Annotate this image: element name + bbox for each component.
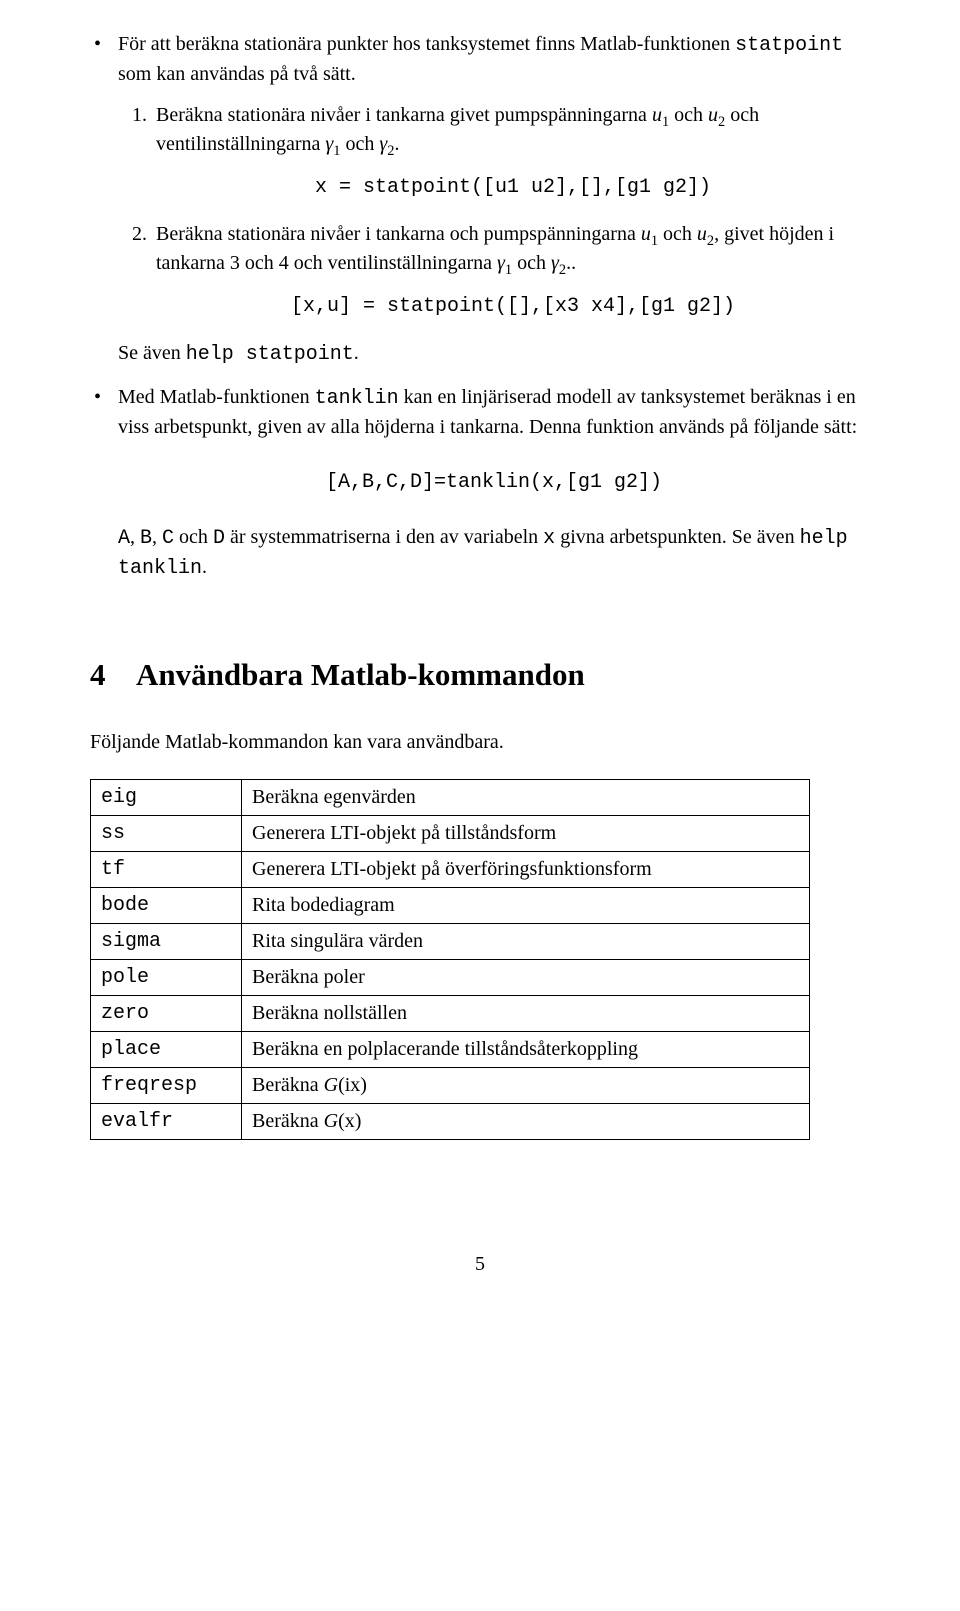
text: Med Matlab-funktionen — [118, 386, 315, 408]
section-title: Användbara Matlab-kommandon — [136, 657, 585, 692]
math-sub: 1 — [651, 233, 658, 249]
bullet-list: För att beräkna stationära punkter hos t… — [90, 30, 870, 583]
text: (x) — [338, 1110, 361, 1132]
code-inline: statpoint — [735, 34, 843, 57]
code-inline: D — [213, 527, 225, 550]
text: . — [202, 556, 207, 578]
intro-text: Följande Matlab-kommandon kan vara använ… — [90, 728, 870, 757]
desc-cell: Beräkna G(x) — [242, 1103, 810, 1139]
desc-cell: Generera LTI-objekt på tillståndsform — [242, 815, 810, 851]
table-row: bode Rita bodediagram — [91, 887, 810, 923]
text: är systemmatriserna i den av variabeln — [225, 526, 543, 548]
cmd-cell: eig — [91, 779, 242, 815]
text: .. — [566, 252, 576, 274]
cmd-cell: tf — [91, 851, 242, 887]
text: Beräkna stationära nivåer i tankarna och… — [156, 223, 641, 245]
text: som kan användas på två sätt. — [118, 63, 356, 85]
code-inline: help statpoint — [186, 343, 354, 366]
code-inline: tanklin — [315, 387, 399, 410]
cmd-cell: sigma — [91, 923, 242, 959]
table-row: sigma Rita singulära värden — [91, 923, 810, 959]
text: . — [354, 342, 359, 364]
code-inline: C — [162, 527, 174, 550]
cmd-cell: pole — [91, 959, 242, 995]
code-block: [A,B,C,D]=tanklin(x,[g1 g2]) — [118, 468, 870, 497]
cmd-cell: zero — [91, 995, 242, 1031]
math-var: u — [697, 223, 707, 245]
math-var: G — [324, 1074, 338, 1096]
bullet-item-tanklin: Med Matlab-funktionen tanklin kan en lin… — [90, 383, 870, 583]
table-row: zero Beräkna nollställen — [91, 995, 810, 1031]
table-row: tf Generera LTI-objekt på överföringsfun… — [91, 851, 810, 887]
code-inline: A — [118, 527, 130, 550]
list-item: Beräkna stationära nivåer i tankarna giv… — [152, 101, 870, 202]
text: (ix) — [338, 1074, 367, 1096]
math-var: γ — [497, 252, 505, 274]
text: , — [152, 526, 162, 548]
code-inline: B — [140, 527, 152, 550]
cmd-cell: place — [91, 1031, 242, 1067]
math-sub: 2 — [559, 262, 566, 278]
code-block: [x,u] = statpoint([],[x3 x4],[g1 g2]) — [156, 292, 870, 321]
text: och — [669, 104, 708, 126]
math-var: γ — [551, 252, 559, 274]
text: . — [394, 133, 399, 155]
desc-cell: Beräkna poler — [242, 959, 810, 995]
math-var: u — [708, 104, 718, 126]
text: Beräkna — [252, 1110, 324, 1132]
text: Beräkna — [252, 1074, 324, 1096]
table-row: evalfr Beräkna G(x) — [91, 1103, 810, 1139]
desc-cell: Beräkna egenvärden — [242, 779, 810, 815]
table-row: pole Beräkna poler — [91, 959, 810, 995]
text: och — [174, 526, 213, 548]
math-var: G — [324, 1110, 338, 1132]
desc-cell: Rita bodediagram — [242, 887, 810, 923]
text: och — [658, 223, 697, 245]
cmd-cell: freqresp — [91, 1067, 242, 1103]
code-block: x = statpoint([u1 u2],[],[g1 g2]) — [156, 173, 870, 202]
desc-cell: Beräkna en polplacerande tillståndsåterk… — [242, 1031, 810, 1067]
section-number: 4 — [90, 653, 136, 698]
table-row: freqresp Beräkna G(ix) — [91, 1067, 810, 1103]
text: Se även — [118, 342, 186, 364]
text: , — [130, 526, 140, 548]
text: och — [512, 252, 551, 274]
numbered-list: Beräkna stationära nivåer i tankarna giv… — [118, 101, 870, 321]
page: För att beräkna stationära punkter hos t… — [0, 0, 960, 1319]
math-sub: 1 — [333, 143, 340, 159]
table-row: ss Generera LTI-objekt på tillståndsform — [91, 815, 810, 851]
text: och — [341, 133, 380, 155]
table-row: place Beräkna en polplacerande tillstånd… — [91, 1031, 810, 1067]
section-heading: 4Användbara Matlab-kommandon — [90, 653, 870, 698]
text: givna arbetspunkten. Se även — [555, 526, 799, 548]
list-item: Beräkna stationära nivåer i tankarna och… — [152, 220, 870, 321]
page-number: 5 — [90, 1250, 870, 1279]
cmd-cell: ss — [91, 815, 242, 851]
table-row: eig Beräkna egenvärden — [91, 779, 810, 815]
commands-table: eig Beräkna egenvärden ss Generera LTI-o… — [90, 779, 810, 1140]
math-var: u — [641, 223, 651, 245]
desc-cell: Beräkna G(ix) — [242, 1067, 810, 1103]
desc-cell: Rita singulära värden — [242, 923, 810, 959]
paragraph: A, B, C och D är systemmatriserna i den … — [118, 523, 870, 583]
text: Beräkna stationära nivåer i tankarna giv… — [156, 104, 652, 126]
cmd-cell: evalfr — [91, 1103, 242, 1139]
text: För att beräkna stationära punkter hos t… — [118, 33, 735, 55]
bullet-item-statpoint: För att beräkna stationära punkter hos t… — [90, 30, 870, 369]
math-var: u — [652, 104, 662, 126]
desc-cell: Generera LTI-objekt på överföringsfunkti… — [242, 851, 810, 887]
code-inline: x — [543, 527, 555, 550]
desc-cell: Beräkna nollställen — [242, 995, 810, 1031]
cmd-cell: bode — [91, 887, 242, 923]
see-also: Se även help statpoint. — [118, 339, 870, 369]
